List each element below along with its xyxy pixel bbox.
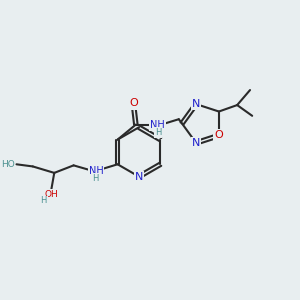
Text: N: N [192, 99, 200, 109]
Text: O: O [214, 130, 223, 140]
Text: NH: NH [89, 166, 104, 176]
Text: OH: OH [44, 190, 58, 199]
Text: N: N [192, 138, 200, 148]
Text: H: H [92, 174, 98, 183]
Text: NH: NH [150, 120, 165, 130]
Text: H: H [155, 128, 161, 137]
Text: HO: HO [1, 160, 14, 169]
Text: O: O [129, 98, 138, 108]
Text: H: H [40, 196, 47, 206]
Text: N: N [135, 172, 143, 182]
